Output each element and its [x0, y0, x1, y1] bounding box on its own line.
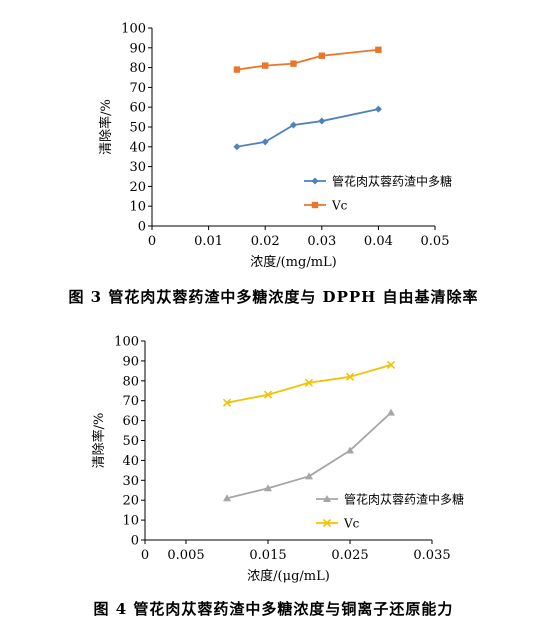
y-tick-label: 30: [122, 474, 139, 489]
y-tick-label: 0: [131, 534, 139, 549]
data-point: [223, 494, 231, 502]
data-point: [262, 62, 269, 69]
legend-label: 管花肉苁蓉药渣中多糖: [344, 492, 464, 507]
y-tick-label: 90: [129, 41, 146, 56]
y-tick-label: 80: [129, 61, 146, 76]
y-tick-label: 10: [129, 200, 146, 215]
y-axis-label: 清除率/%: [91, 413, 107, 469]
data-point: [346, 446, 354, 454]
chart-copper-plot: 0 10 20 30 40 50 60 70 80 90 100 0 0.005 0.015 0.025 0.…: [91, 335, 464, 585]
y-axis-label: 清除率/%: [98, 99, 114, 155]
data-point: [374, 105, 382, 113]
legend-marker: [311, 201, 319, 209]
legend-label: 管花肉苁蓉药渣中多糖: [332, 174, 452, 189]
x-tick-label: 0.03: [307, 234, 336, 249]
y-tick-label: 40: [122, 454, 139, 469]
figure-3-caption: 图 3 管花肉苁蓉药渣中多糖浓度与 DPPH 自由基清除率: [68, 288, 479, 306]
series-line-1: [226, 411, 392, 500]
y-tick-label: 20: [122, 494, 139, 509]
legend-label: Vc: [331, 199, 348, 213]
data-point: [318, 117, 326, 125]
x-tick-label: 0.005: [167, 548, 204, 563]
data-point: [290, 121, 297, 129]
y-tick-label: 0: [138, 220, 146, 235]
legend-marker: [311, 177, 319, 185]
x-tick-label: 0.01: [194, 234, 223, 249]
data-point: [386, 360, 396, 369]
y-tick-label: 60: [129, 101, 146, 116]
x-tick-label: 0.05: [421, 234, 450, 249]
data-point: [264, 484, 272, 492]
y-tick-label: 30: [129, 160, 146, 175]
data-point: [261, 138, 269, 146]
series-line-2: [236, 48, 379, 71]
y-tick-label: 10: [122, 514, 139, 529]
y-tick-label: 90: [122, 354, 139, 369]
y-tick-label: 100: [114, 335, 139, 350]
y-tick-label: 70: [129, 81, 146, 96]
x-tick-label: 0: [148, 234, 156, 249]
y-tick-label: 50: [122, 434, 139, 449]
data-point: [305, 472, 313, 480]
y-tick-label: 70: [122, 394, 139, 409]
chart-dpph: 0 10 20 30 40 50 60 70 80 90 100 0 0.01 0.02 0.03 0.04 0…: [0, 0, 547, 280]
data-point: [290, 60, 297, 67]
data-point: [233, 66, 241, 73]
data-point: [233, 143, 241, 151]
y-tick-label: 20: [129, 180, 146, 195]
y-tick-label: 60: [122, 414, 139, 429]
data-point: [318, 52, 325, 59]
chart-copper: 0 10 20 30 40 50 60 70 80 90 100 0 0.005 0.015 0.025 0.…: [0, 320, 547, 590]
data-point: [263, 390, 273, 399]
figure-4-caption: 图 4 管花肉苁蓉药渣中多糖浓度与铜离子还原能力: [93, 600, 454, 618]
data-point: [387, 408, 395, 416]
data-point: [222, 398, 232, 407]
x-tick-label: 0.035: [413, 548, 450, 563]
x-tick-label: 0: [141, 548, 149, 563]
data-point: [375, 46, 382, 53]
x-axis-label: 浓度/(mg/mL): [250, 254, 337, 270]
legend-label: Vc: [343, 517, 360, 531]
y-tick-label: 80: [122, 374, 139, 389]
data-point: [345, 372, 355, 381]
x-tick-label: 0.015: [249, 548, 286, 563]
y-tick-label: 50: [129, 121, 146, 136]
data-point: [304, 378, 314, 387]
x-tick-label: 0.02: [251, 234, 280, 249]
x-tick-label: 0.025: [331, 548, 368, 563]
chart-dpph-plot: 0 10 20 30 40 50 60 70 80 90 100 0 0.01 0.02 0.03 0.04 0…: [98, 22, 452, 271]
y-tick-label: 40: [129, 140, 146, 155]
legend-marker: [323, 495, 331, 502]
x-tick-label: 0.04: [364, 234, 393, 249]
y-tick-label: 100: [121, 22, 146, 37]
legend-marker: [322, 518, 332, 528]
x-axis-label: 浓度/(μg/mL): [247, 568, 330, 584]
series-line-1: [236, 108, 379, 148]
